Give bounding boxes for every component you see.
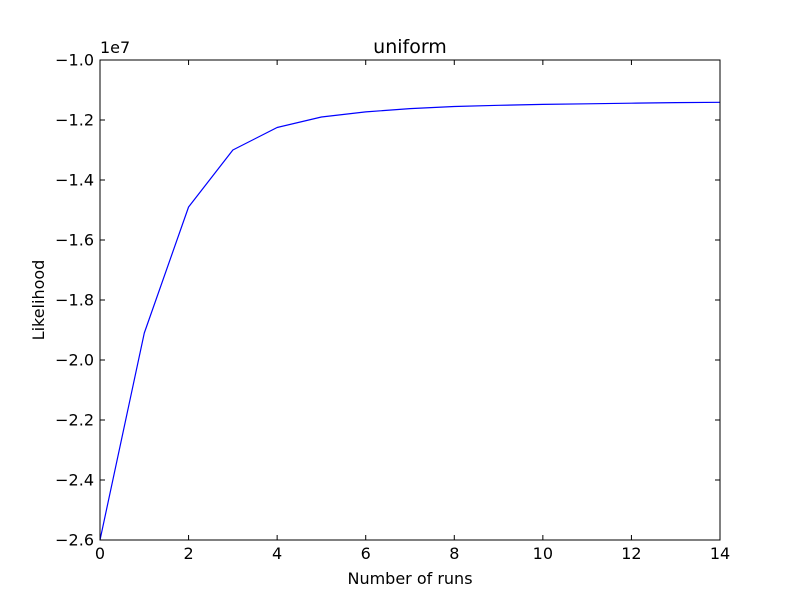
y-tick-label: −2.0 — [55, 351, 94, 370]
x-tick-label: 12 — [621, 544, 641, 563]
x-tick-label: 4 — [272, 544, 282, 563]
x-axis-title: Number of runs — [347, 569, 472, 588]
x-tick-label: 14 — [710, 544, 730, 563]
y-tick-label: −2.6 — [55, 531, 94, 550]
x-tick-label: 8 — [449, 544, 459, 563]
y-tick-label: −2.4 — [55, 471, 94, 490]
y-tick-label: −1.4 — [55, 171, 94, 190]
x-tick-label: 0 — [95, 544, 105, 563]
series-line-0 — [99, 101, 721, 541]
y-tick-label: −1.8 — [55, 291, 94, 310]
plot-area: 0 2 4 6 8 10 12 14 −2.6 −2.4 −2.2 −2.0 −1.8 −1.6 −1.4 −… — [55, 51, 730, 564]
x-tick-label: 10 — [533, 544, 553, 563]
y-tick-label: −1.0 — [55, 51, 94, 70]
chart-title: uniform — [373, 36, 447, 58]
plot-frame — [99, 59, 721, 541]
x-tick-label: 6 — [361, 544, 371, 563]
y-offset-label: 1e7 — [100, 38, 130, 57]
y-axis-title: Likelihood — [29, 260, 48, 341]
y-tick-label: −1.6 — [55, 231, 94, 250]
y-tick-label: −1.2 — [55, 111, 94, 130]
x-tick-label: 2 — [183, 544, 193, 563]
y-tick-label: −2.2 — [55, 411, 94, 430]
